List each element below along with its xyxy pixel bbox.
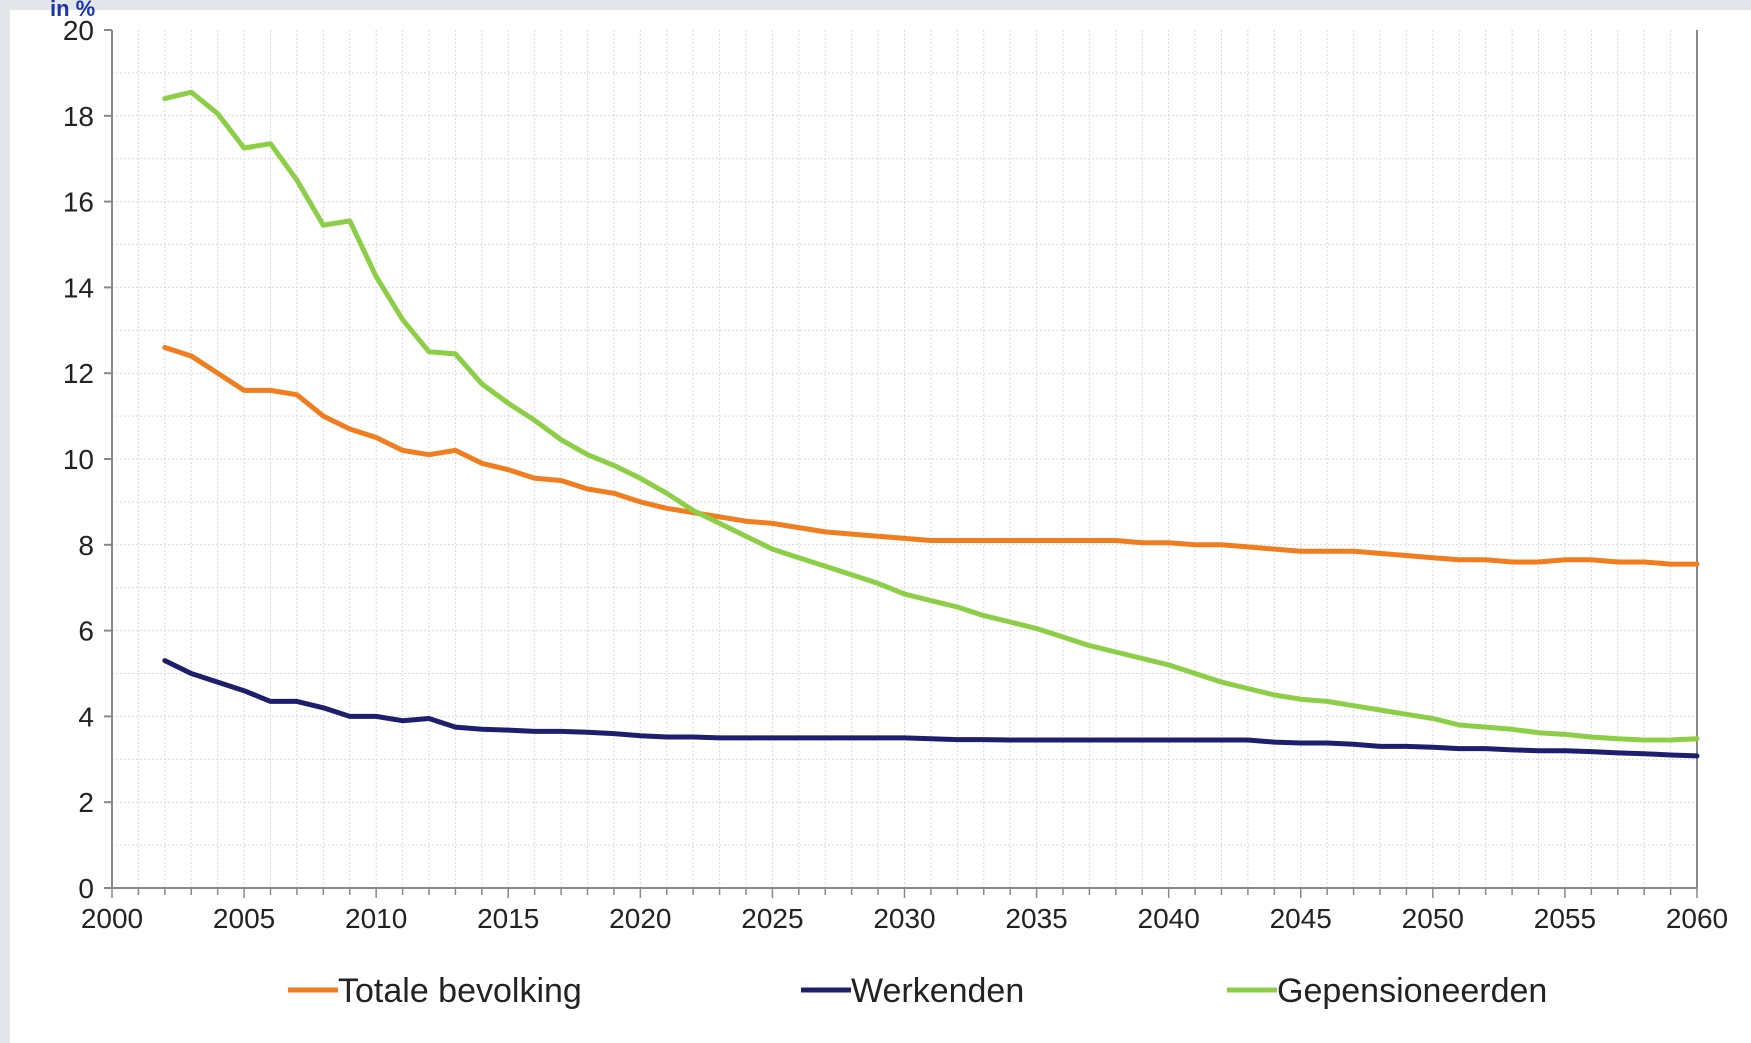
y-tick-label: 6 — [78, 616, 94, 647]
y-tick-label: 2 — [78, 787, 94, 818]
y-tick-label: 10 — [63, 444, 94, 475]
y-tick-label: 4 — [78, 701, 94, 732]
y-tick-label: 18 — [63, 101, 94, 132]
series-lines — [162, 89, 1700, 759]
grid — [112, 30, 1697, 888]
series-line-werkenden — [162, 658, 1700, 759]
x-tick-label: 2035 — [1005, 903, 1067, 934]
x-tick-label: 2025 — [741, 903, 803, 934]
x-tick-label: 2045 — [1270, 903, 1332, 934]
legend: Totale bevolking Werkenden Gepensioneerden — [288, 972, 1547, 1010]
chart-panel: in % 0 2 4 6 8 10 12 14 16 18 20 2000 2005 2010 2015 20… — [10, 0, 1751, 1043]
legend-item: Totale bevolking — [288, 972, 582, 1010]
x-tick-label: 2015 — [477, 903, 539, 934]
x-tick-label: 2005 — [213, 903, 275, 934]
y-axis-unit-label: in % — [50, 0, 96, 20]
y-tick-label: 0 — [78, 873, 94, 904]
y-tick-label: 16 — [63, 187, 94, 218]
axes: 0 2 4 6 8 10 12 14 16 18 20 2000 2005 2010 2015 2020 202… — [63, 15, 1728, 934]
x-tick-label: 2050 — [1402, 903, 1464, 934]
legend-item: Werkenden — [801, 972, 1024, 1010]
y-tick-label: 12 — [63, 358, 94, 389]
x-tick-label: 2055 — [1534, 903, 1596, 934]
series-line-gepensioneerden — [162, 89, 1700, 743]
line-chart: 0 2 4 6 8 10 12 14 16 18 20 2000 2005 2010 2015 2020 202… — [63, 15, 1728, 1010]
x-tick-label: 2020 — [609, 903, 671, 934]
x-tick-label: 2000 — [81, 903, 143, 934]
y-tick-label: 14 — [63, 272, 94, 303]
series-line-totale-bevolking — [162, 345, 1700, 567]
legend-label: Werkenden — [851, 972, 1024, 1010]
legend-label: Gepensioneerden — [1277, 972, 1547, 1010]
y-tick-label: 20 — [63, 15, 94, 46]
y-tick-label: 8 — [78, 530, 94, 561]
x-tick-label: 2060 — [1666, 903, 1728, 934]
x-tick-label: 2030 — [873, 903, 935, 934]
x-tick-label: 2010 — [345, 903, 407, 934]
x-tick-label: 2040 — [1138, 903, 1200, 934]
legend-item: Gepensioneerden — [1227, 972, 1547, 1010]
legend-label: Totale bevolking — [338, 972, 582, 1010]
